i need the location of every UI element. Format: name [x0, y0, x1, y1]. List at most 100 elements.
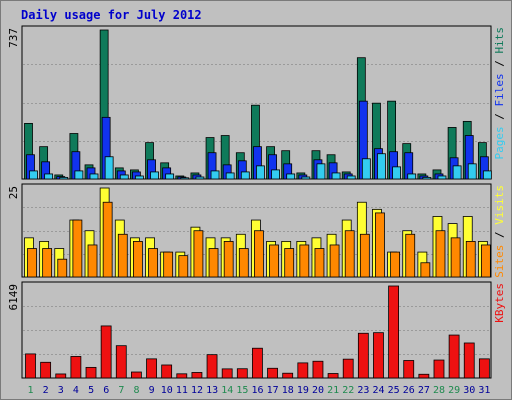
kbytes-bar-day-18	[282, 372, 294, 379]
x-tick-label-day-27: 27	[418, 385, 430, 396]
x-tick-label-day-18: 18	[282, 385, 294, 396]
pages-bar-day-13	[210, 170, 220, 180]
kbytes-bar-day-13	[206, 354, 218, 379]
legend-entry-: /	[493, 225, 506, 245]
legend-entry-: /	[493, 54, 506, 74]
x-tick-label-day-28: 28	[433, 385, 445, 396]
kbytes-bar-day-30	[463, 342, 475, 379]
kbytes-bar-day-11	[176, 373, 188, 379]
legend-entry-pages: Pages	[493, 126, 506, 159]
x-tick-label-day-21: 21	[327, 385, 339, 396]
kbytes-bar-day-23	[357, 332, 369, 379]
pages-bar-day-30	[467, 163, 477, 180]
legend-entry-: /	[493, 107, 506, 127]
kbytes-bar-day-4	[70, 356, 82, 379]
sites-bar-day-31	[480, 244, 491, 278]
sites-bar-day-15	[238, 248, 249, 278]
sites-bar-day-4	[72, 219, 83, 278]
panel-2-legend: KBytes	[493, 283, 506, 323]
x-tick-label-day-7: 7	[118, 385, 124, 396]
pages-bar-day-11	[180, 177, 190, 180]
pages-bar-day-16	[256, 165, 265, 180]
x-tick-label-day-13: 13	[206, 385, 218, 396]
kbytes-bar-day-14	[221, 368, 233, 379]
sites-bar-day-13	[208, 248, 219, 278]
kbytes-bar-day-6	[100, 325, 112, 379]
sites-bar-day-27	[420, 262, 431, 278]
x-tick-label-day-31: 31	[478, 385, 490, 396]
x-tick-label-day-25: 25	[388, 385, 400, 396]
x-tick-label-day-14: 14	[221, 385, 233, 396]
x-tick-label-day-16: 16	[251, 385, 263, 396]
pages-bar-day-5	[89, 173, 99, 180]
x-tick-label-day-26: 26	[403, 385, 415, 396]
kbytes-bar-day-15	[236, 368, 248, 379]
sites-bar-day-16	[254, 230, 264, 278]
sites-bar-day-8	[133, 240, 143, 278]
kbytes-bar-day-25	[388, 285, 399, 379]
x-tick-label-day-17: 17	[267, 385, 279, 396]
legend-entry-visits: Visits	[493, 185, 506, 225]
pages-bar-day-1	[29, 170, 38, 180]
kbytes-bar-day-3	[55, 373, 67, 379]
kbytes-bar-day-7	[115, 345, 127, 379]
pages-bar-day-21	[331, 172, 341, 180]
sites-bar-day-20	[314, 248, 325, 278]
sites-bar-day-10	[163, 251, 174, 278]
pages-bar-day-18	[286, 173, 296, 180]
kbytes-bar-day-31	[478, 358, 490, 379]
sites-bar-day-30	[465, 240, 476, 278]
kbytes-bar-day-19	[297, 362, 309, 379]
sites-bar-day-9	[148, 248, 158, 278]
pages-bar-day-22	[346, 175, 356, 180]
sites-bar-day-12	[193, 230, 204, 278]
panel-2-ymax-label: 6149	[7, 284, 20, 311]
chart-title: Daily usage for July 2012	[21, 8, 202, 22]
pages-bar-day-14	[225, 172, 235, 180]
x-tick-label-day-22: 22	[342, 385, 354, 396]
kbytes-bar-day-8	[131, 371, 142, 379]
legend-entry-sites: Sites	[493, 245, 506, 278]
pages-bar-day-6	[104, 156, 114, 180]
pages-bar-day-26	[407, 173, 417, 180]
x-tick-label-day-30: 30	[463, 385, 475, 396]
pages-bar-day-7	[119, 174, 129, 180]
pages-bar-day-8	[135, 175, 144, 180]
kbytes-bar-day-20	[312, 360, 324, 379]
pages-bar-day-25	[392, 166, 401, 180]
x-tick-label-day-24: 24	[373, 385, 385, 396]
x-tick-label-day-2: 2	[43, 385, 49, 396]
x-tick-label-day-29: 29	[448, 385, 460, 396]
kbytes-bar-day-29	[448, 334, 460, 379]
panel-0-legend: Pages / Files / Hits	[493, 27, 506, 160]
kbytes-bar-day-22	[342, 358, 354, 379]
x-tick-label-day-11: 11	[176, 385, 188, 396]
x-tick-label-day-19: 19	[297, 385, 309, 396]
sites-bar-day-29	[450, 237, 461, 278]
kbytes-bar-day-1	[25, 353, 36, 379]
sites-bar-day-24	[375, 212, 385, 278]
pages-bar-day-12	[195, 176, 205, 180]
x-tick-label-day-9: 9	[149, 385, 155, 396]
pages-bar-day-19	[301, 176, 311, 180]
sites-bar-day-28	[435, 230, 446, 278]
kbytes-bar-day-9	[146, 358, 157, 379]
kbytes-bar-day-16	[252, 347, 263, 379]
sites-bar-day-21	[329, 244, 340, 278]
pages-bar-day-29	[452, 165, 462, 180]
legend-entry-hits: Hits	[493, 27, 506, 54]
pages-bar-day-9	[150, 171, 159, 180]
x-tick-label-day-20: 20	[312, 385, 324, 396]
kbytes-bar-day-2	[40, 361, 52, 379]
sites-bar-day-22	[344, 230, 355, 278]
x-tick-label-day-12: 12	[191, 385, 203, 396]
legend-entry-files: Files	[493, 73, 506, 106]
sites-bar-day-23	[359, 233, 370, 278]
sites-bar-day-6	[102, 201, 113, 278]
kbytes-bar-day-21	[327, 373, 339, 379]
x-tick-label-day-15: 15	[236, 385, 248, 396]
kbytes-bar-day-5	[85, 366, 97, 379]
x-tick-label-day-23: 23	[357, 385, 369, 396]
